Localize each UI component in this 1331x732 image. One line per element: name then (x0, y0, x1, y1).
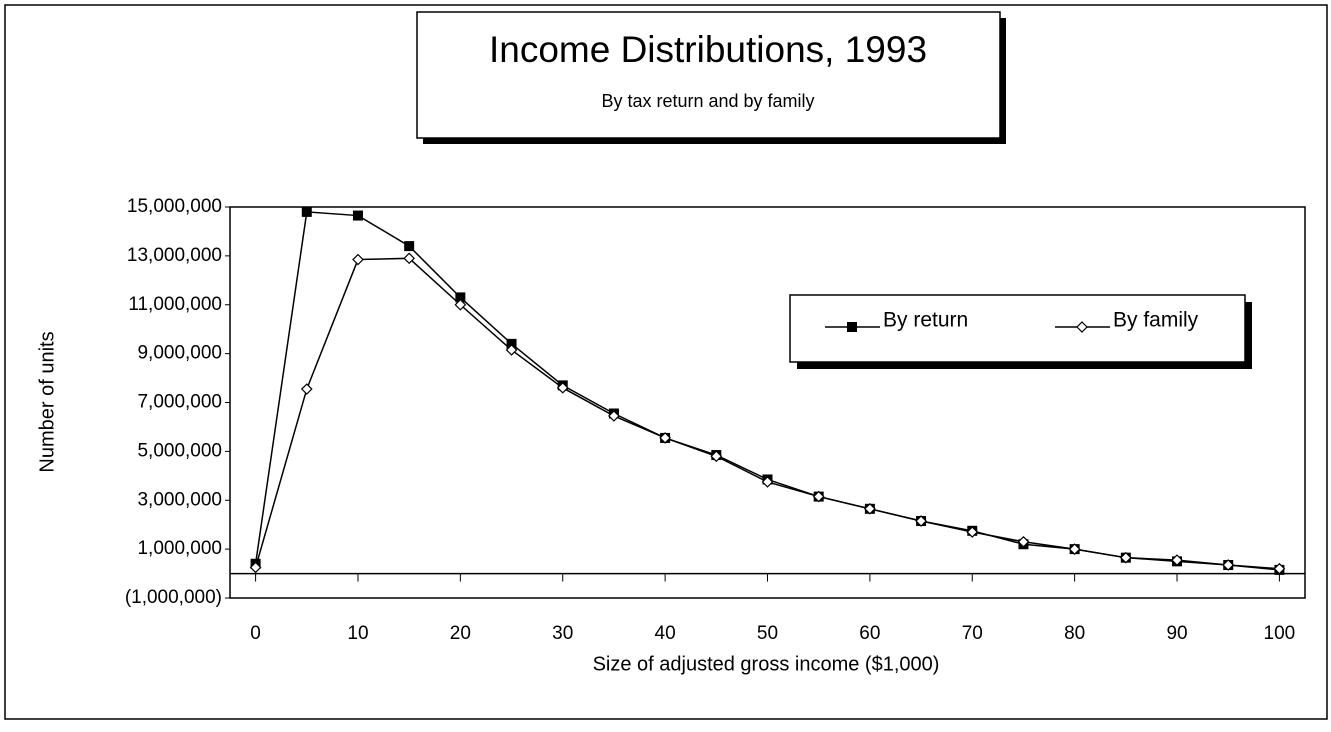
chart-title: Income Distributions, 1993 (489, 29, 927, 70)
marker-diamond (1068, 543, 1081, 555)
x-tick-label: 100 (1264, 623, 1296, 644)
y-tick-label: 1,000,000 (137, 538, 222, 559)
y-tick-label: 13,000,000 (127, 245, 222, 266)
x-tick-label: 50 (757, 623, 778, 644)
title-box (416, 11, 1001, 139)
marker-square (506, 338, 517, 349)
y-tick-label: (1,000,000) (125, 587, 222, 608)
x-tick-label: 30 (552, 623, 573, 644)
x-tick-label: 60 (859, 623, 880, 644)
marker-square (352, 210, 363, 221)
marker-diamond (915, 515, 927, 527)
x-tick-label: 70 (962, 623, 983, 644)
legend-marker (1076, 321, 1088, 333)
y-tick-label: 5,000,000 (137, 440, 222, 461)
marker-diamond (1222, 559, 1235, 571)
marker-diamond (403, 252, 416, 265)
marker-diamond (505, 344, 518, 356)
y-tick-label: 11,000,000 (128, 294, 222, 315)
marker-diamond (249, 561, 262, 574)
y-tick-label: 3,000,000 (137, 489, 222, 510)
marker-diamond (659, 432, 671, 444)
chart-subtitle: By tax return and by family (601, 91, 814, 111)
legend-label: By family (1113, 309, 1199, 332)
marker-diamond (300, 383, 313, 395)
marker-diamond (864, 502, 876, 515)
legend-marker (847, 322, 857, 332)
x-tick-label: 20 (450, 623, 471, 644)
legend-box (789, 294, 1246, 363)
y-axis-label: Number of units (36, 331, 58, 472)
x-tick-label: 10 (347, 623, 368, 644)
x-axis-label: Size of adjusted gross income ($1,000) (593, 653, 940, 675)
marker-diamond (556, 381, 569, 394)
marker-diamond (761, 476, 774, 488)
marker-diamond (1171, 554, 1183, 566)
marker-diamond (812, 490, 825, 503)
marker-diamond (1119, 551, 1132, 564)
marker-diamond (710, 450, 723, 463)
x-tick-label: 90 (1166, 623, 1187, 644)
y-tick-label: 9,000,000 (137, 343, 222, 364)
x-tick-label: 80 (1064, 623, 1085, 644)
marker-diamond (966, 526, 979, 538)
marker-diamond (608, 410, 620, 422)
plot-frame (229, 206, 1306, 599)
marker-diamond (1273, 562, 1286, 575)
marker-diamond (352, 253, 364, 266)
x-tick-label: 40 (655, 623, 676, 644)
marker-square (455, 292, 466, 303)
y-tick-label: 7,000,000 (137, 392, 222, 413)
y-tick-label: 15,000,000 (127, 196, 222, 217)
marker-diamond (1017, 535, 1030, 548)
marker-square (404, 241, 415, 252)
legend-label: By return (883, 309, 968, 332)
series-line (254, 211, 1280, 571)
outer-frame (4, 4, 1328, 720)
marker-diamond (454, 298, 467, 311)
x-tick-label: 0 (250, 623, 261, 644)
marker-square (301, 206, 312, 217)
